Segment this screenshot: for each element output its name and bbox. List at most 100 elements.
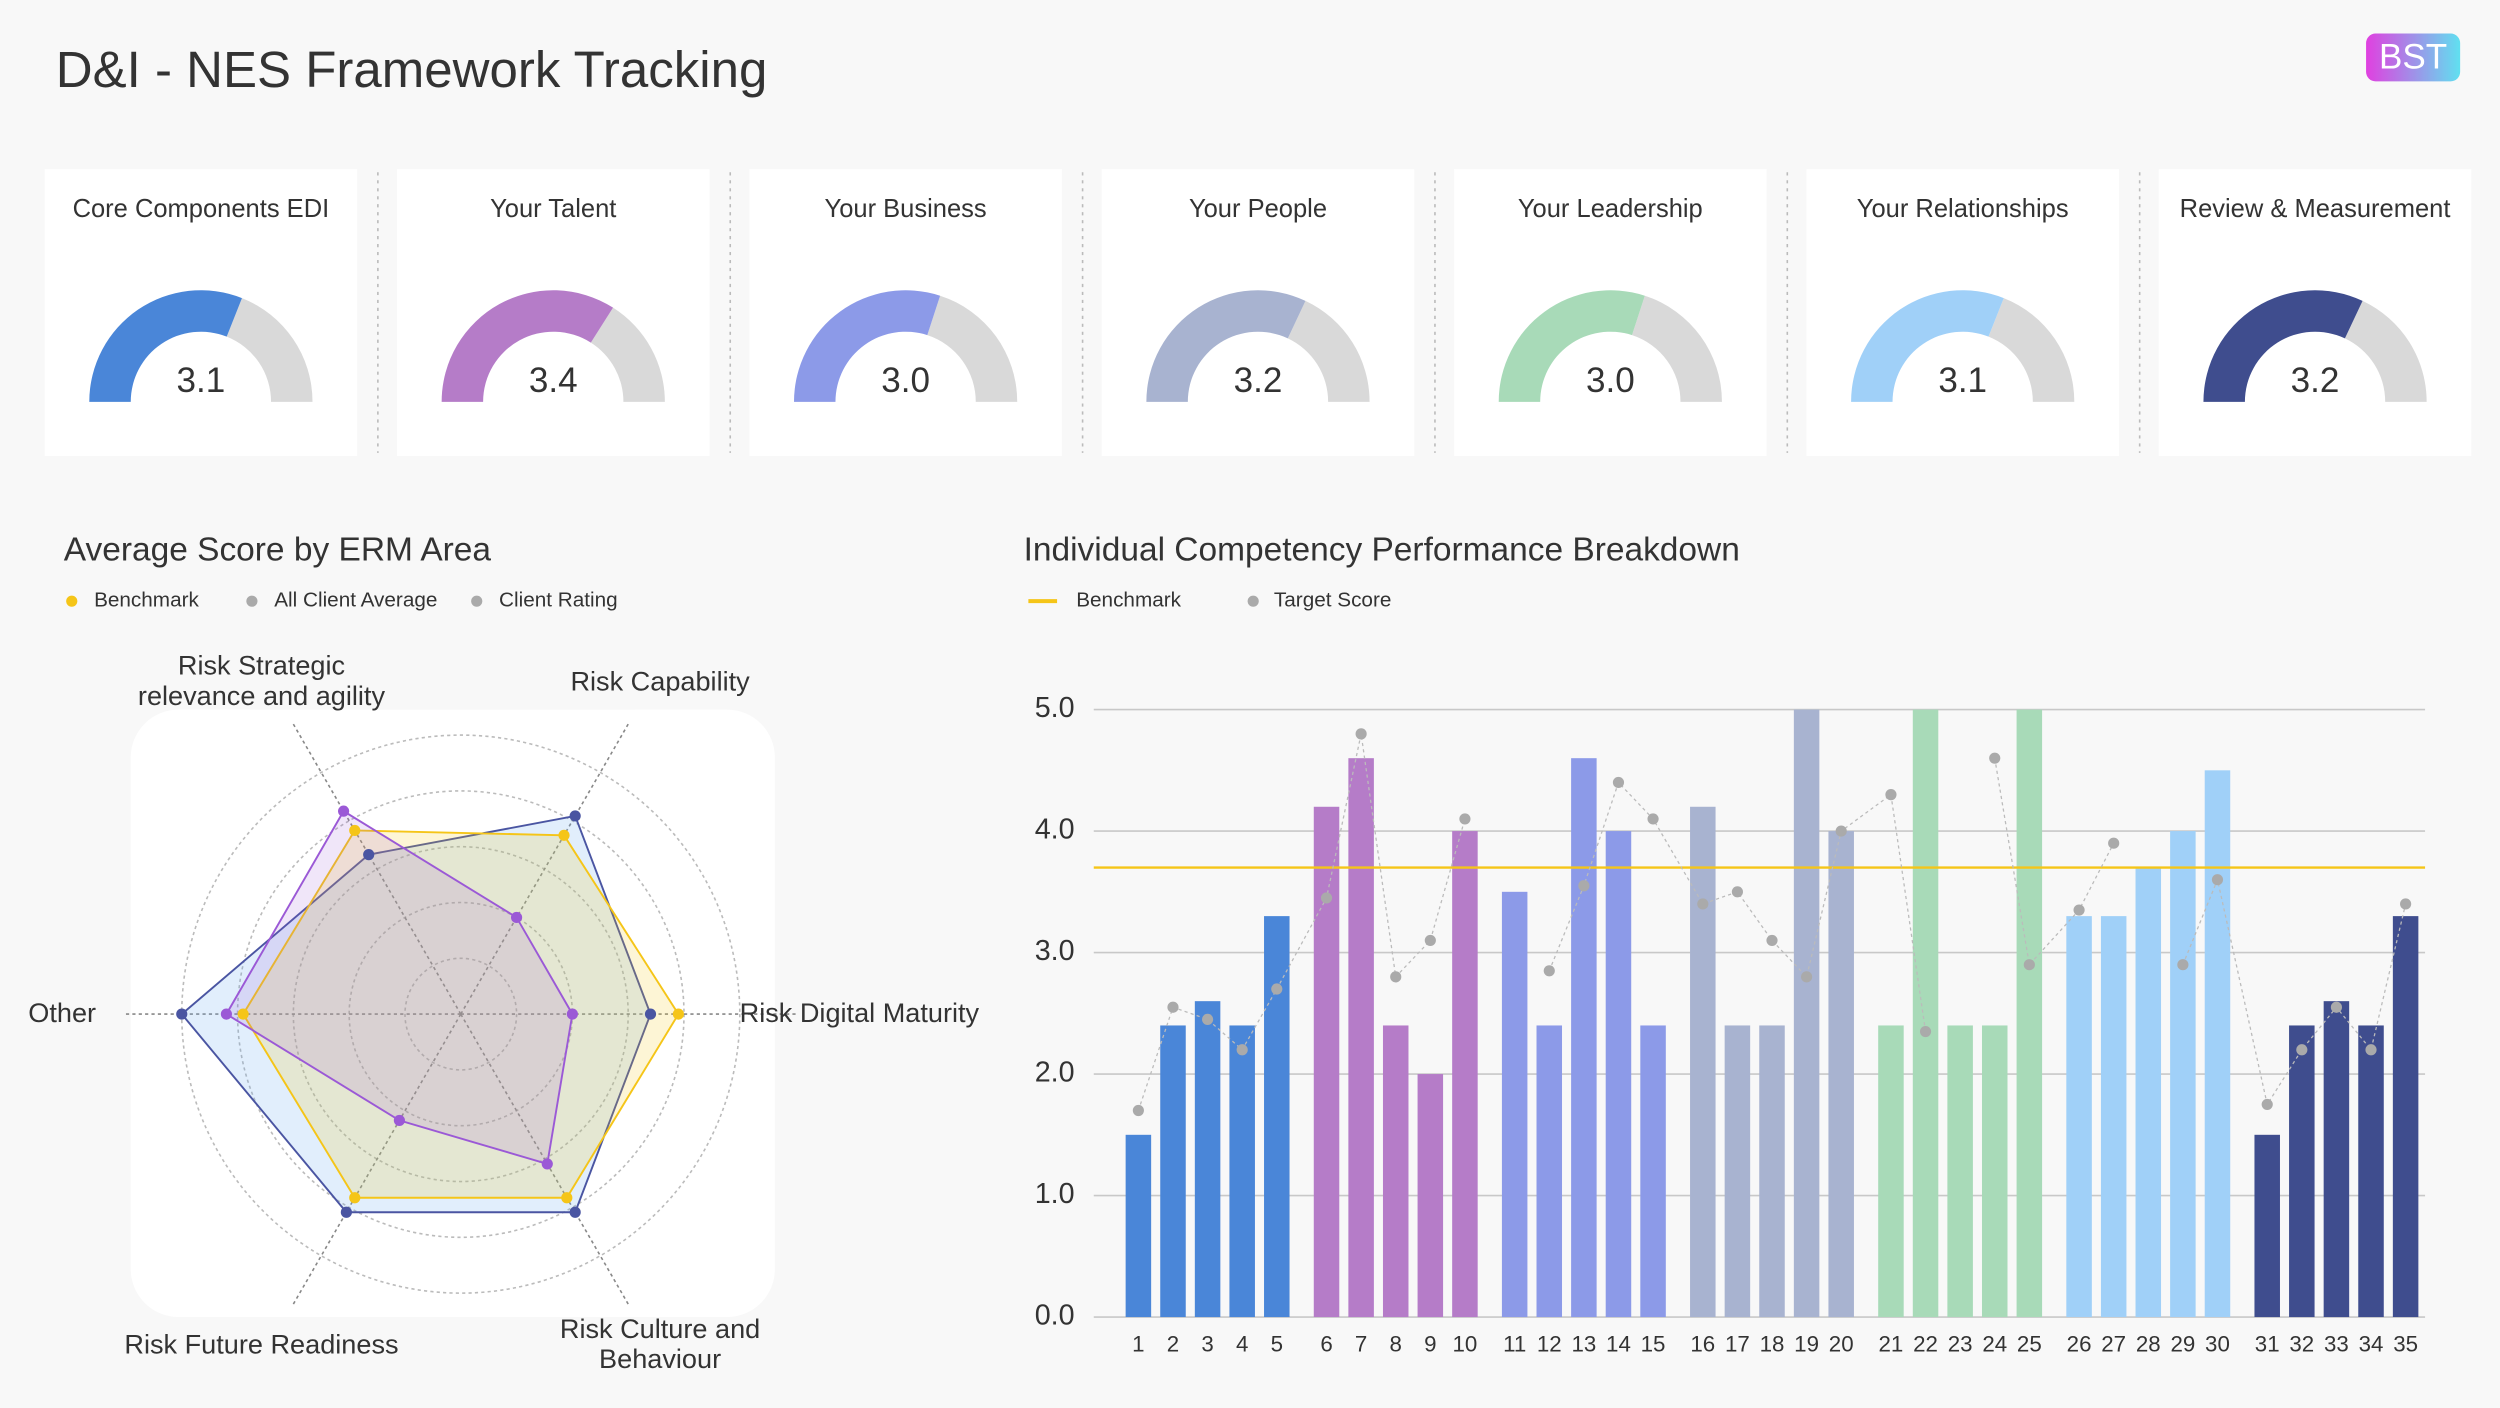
bar	[1690, 806, 1716, 1318]
radar-point	[558, 829, 570, 841]
x-tick-label: 1	[1132, 1332, 1144, 1357]
gauge-title-box: Your Business	[824, 196, 987, 224]
bar	[1501, 891, 1528, 1318]
bar	[2100, 916, 2127, 1318]
radar-axis-label-box: Risk Capability	[570, 666, 750, 697]
gauge-title-box: Your Relationships	[1856, 196, 2069, 224]
gauge-title-box: Core Components EDI	[72, 196, 330, 224]
radar-ring	[404, 957, 518, 1071]
x-tick-label: 13	[1571, 1332, 1596, 1357]
x-tick-label: 29	[2170, 1332, 2195, 1357]
gauge-value: 3.2	[2291, 361, 2340, 400]
x-tick-label: 34	[2359, 1332, 2384, 1357]
bar	[1947, 1025, 1973, 1318]
gauge-title: Core Components EDI	[72, 196, 330, 224]
x-tick-label: 14	[1606, 1332, 1631, 1357]
x-tick-label: 15	[1641, 1332, 1666, 1357]
y-tick-label: 2.0	[1035, 1057, 1075, 1089]
x-tick-label: 21	[1879, 1332, 1904, 1357]
bar	[1828, 831, 1854, 1318]
gauge-track	[1988, 298, 2075, 402]
target-point	[2330, 1001, 2342, 1013]
bar	[1229, 1025, 1255, 1318]
bar	[2358, 1025, 2384, 1318]
radar-point	[393, 1114, 405, 1127]
bar	[1125, 1134, 1152, 1318]
bar	[2204, 770, 2231, 1318]
bar	[1194, 1001, 1221, 1318]
radar-point	[349, 1192, 361, 1204]
y-tick-label: 3.0	[1035, 935, 1075, 967]
chart-title: Individual Competency Performance Breakd…	[1024, 532, 1740, 569]
x-tick-label: 5	[1271, 1332, 1283, 1357]
x-tick-label: 8	[1390, 1332, 1402, 1357]
target-point	[1543, 965, 1555, 977]
legend-marker	[1247, 595, 1259, 607]
x-tick-label: 32	[2289, 1332, 2314, 1357]
gauge-value: 3.0	[1586, 361, 1635, 400]
target-point	[1459, 813, 1471, 825]
gauge-title: Your Talent	[490, 196, 617, 224]
radar-point	[349, 824, 361, 837]
x-tick-label: 35	[2393, 1332, 2418, 1357]
bar	[2323, 1001, 2350, 1318]
x-tick-label: 25	[2017, 1332, 2042, 1357]
x-tick-label: 33	[2324, 1332, 2349, 1357]
target-point	[1647, 813, 1659, 825]
gauge-fill	[89, 290, 242, 402]
bar	[2254, 1134, 2280, 1318]
gauge-title: Review & Measurement	[2179, 196, 2451, 224]
x-tick-label: 23	[1948, 1332, 1973, 1357]
x-tick-label: 12	[1537, 1332, 1562, 1357]
gauge-track	[226, 298, 313, 402]
radar-axis-label-box: Risk Strategic relevance and agility	[137, 651, 386, 712]
x-tick-label: 16	[1690, 1332, 1715, 1357]
gauge-fill	[441, 290, 614, 402]
x-tick-label: 26	[2067, 1332, 2092, 1357]
target-point	[2108, 837, 2120, 849]
target-point	[1202, 1013, 1214, 1025]
bar	[1912, 709, 1939, 1318]
radar-axis-label: Risk Capability	[570, 666, 750, 697]
legend-marker	[471, 595, 483, 607]
gauge-title-box: Your Leadership	[1517, 196, 1703, 224]
target-point	[1612, 776, 1625, 789]
radar-point	[176, 1008, 188, 1020]
bar	[1452, 831, 1478, 1318]
x-tick-label: 30	[2205, 1332, 2230, 1357]
gauge-value: 3.1	[177, 361, 226, 400]
gauge-title-box: Your People	[1189, 197, 1327, 224]
radar-axis-label: Risk Strategic relevance and agility	[137, 651, 386, 712]
radar-axis-label: Other	[28, 997, 97, 1028]
gauge-value: 3.4	[529, 361, 578, 400]
x-tick-label: 20	[1829, 1332, 1854, 1357]
legend-label: Client Rating	[499, 589, 618, 612]
bar	[1759, 1025, 1785, 1318]
bar	[1417, 1074, 1444, 1318]
gauge-title: Your Business	[824, 196, 987, 224]
legend-marker	[246, 595, 258, 607]
bar	[2066, 916, 2092, 1318]
radar-axis-label: Risk Future Readiness	[124, 1329, 399, 1360]
target-point	[2211, 874, 2224, 886]
radar-point	[541, 1158, 553, 1170]
chart-title: Average Score by ERM Area	[64, 532, 492, 569]
radar-point	[340, 1206, 352, 1218]
bar	[1793, 709, 1820, 1318]
y-tick-label: 5.0	[1035, 692, 1075, 724]
y-tick-label: 0.0	[1035, 1300, 1075, 1332]
radar-point	[569, 1206, 581, 1218]
radar-axis	[460, 723, 629, 1015]
x-tick-label: 7	[1355, 1332, 1367, 1357]
gauge-title: Your Relationships	[1856, 196, 2069, 224]
gauge-value: 3.2	[1234, 361, 1283, 400]
x-tick-label: 2	[1167, 1332, 1179, 1357]
gauge-title: Your Leadership	[1517, 196, 1703, 224]
bar	[2289, 1025, 2315, 1318]
bar	[1981, 1025, 2008, 1318]
bar	[1264, 916, 1290, 1318]
bar	[1382, 1025, 1409, 1318]
target-point	[1766, 934, 1778, 946]
radar-axis-label: Risk Digital Maturity	[739, 997, 980, 1028]
